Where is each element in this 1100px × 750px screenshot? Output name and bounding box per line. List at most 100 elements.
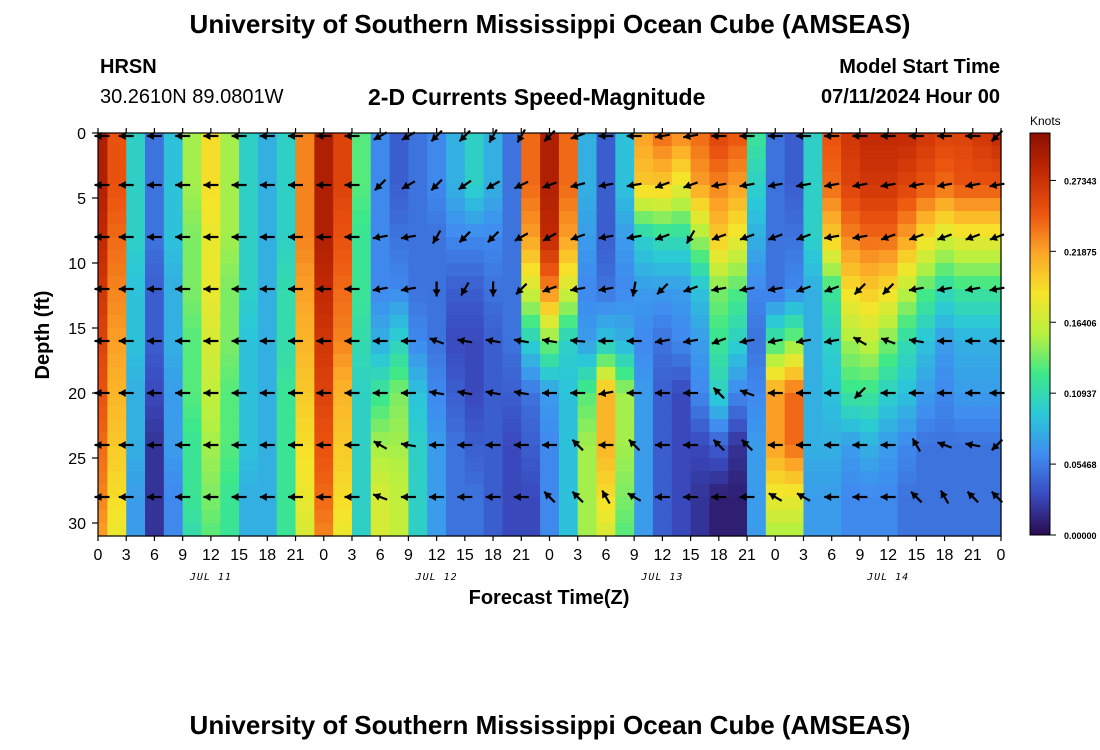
- heatmap-cell: [841, 302, 861, 316]
- heatmap-cell: [765, 393, 786, 407]
- heatmap-cell: [446, 250, 466, 264]
- heatmap-cell: [257, 341, 278, 355]
- heatmap-cell: [596, 510, 616, 524]
- heatmap-cell: [634, 419, 654, 433]
- heatmap-cell: [709, 159, 729, 173]
- current-vector: [937, 389, 953, 397]
- heatmap-cell: [201, 185, 221, 199]
- heatmap-cell: [351, 263, 372, 277]
- heatmap-cell: [784, 458, 805, 472]
- heatmap-cell: [257, 315, 278, 329]
- heatmap-cell: [596, 211, 616, 225]
- heatmap-cell: [859, 146, 880, 160]
- heatmap-cell: [314, 523, 334, 537]
- heatmap-cell: [239, 432, 259, 446]
- current-vector: [288, 441, 303, 449]
- heatmap-cell: [370, 146, 391, 160]
- heatmap-cell: [408, 497, 428, 511]
- current-vector: [908, 285, 924, 293]
- heatmap-cell: [728, 224, 748, 238]
- heatmap-cell: [953, 211, 974, 225]
- heatmap-cell: [521, 523, 541, 537]
- heatmap-cell: [257, 419, 278, 433]
- current-vector: [880, 337, 896, 345]
- heatmap-cell: [652, 263, 673, 277]
- colorbar-scale: [1029, 132, 1051, 536]
- x-tick-label: 3: [799, 547, 808, 564]
- heatmap-cell: [972, 341, 993, 355]
- heatmap-cell: [446, 276, 466, 290]
- heatmap-cell: [351, 302, 372, 316]
- heatmap-cell: [182, 159, 203, 173]
- heatmap-cell: [841, 237, 861, 251]
- heatmap-cell: [502, 354, 522, 368]
- current-vector: [601, 489, 611, 505]
- heatmap-cell: [558, 380, 579, 394]
- heatmap-cell: [558, 510, 579, 524]
- colorbar-tick-label: 0.05468: [1064, 460, 1097, 470]
- heatmap-cell: [991, 484, 1002, 498]
- heatmap-cell: [991, 237, 1002, 251]
- current-vector: [767, 337, 783, 345]
- heatmap-cell: [935, 497, 955, 511]
- heatmap-cell: [558, 406, 579, 420]
- heatmap-cell: [540, 328, 560, 342]
- heatmap-cell: [671, 419, 692, 433]
- heatmap-cell: [257, 172, 278, 186]
- heatmap-cell: [107, 406, 127, 420]
- heatmap-cell: [878, 471, 899, 485]
- current-vector: [373, 440, 388, 450]
- heatmap-cell: [333, 198, 353, 212]
- heatmap-cell: [859, 510, 880, 524]
- current-vector: [683, 132, 699, 140]
- heatmap-cell: [634, 341, 654, 355]
- heatmap-cell: [201, 510, 221, 524]
- heatmap-cell: [558, 341, 579, 355]
- x-tick-label: 0: [545, 547, 554, 564]
- heatmap-cell: [464, 445, 485, 459]
- heatmap-cell: [295, 458, 315, 472]
- heatmap-cell: [239, 445, 259, 459]
- current-vector: [598, 181, 614, 189]
- heatmap-cell: [765, 211, 786, 225]
- current-vector: [175, 441, 191, 449]
- heatmap-cell: [333, 237, 353, 251]
- heatmap-cell: [728, 471, 748, 485]
- heatmap-cell: [351, 419, 372, 433]
- heatmap-cell: [953, 185, 974, 199]
- heatmap-cell: [163, 497, 184, 511]
- current-vector: [570, 337, 586, 345]
- heatmap-cell: [803, 484, 823, 498]
- heatmap-cell: [803, 510, 823, 524]
- heatmap-cell: [596, 172, 616, 186]
- heatmap-cell: [502, 198, 522, 212]
- heatmap-cell: [351, 380, 372, 394]
- heatmap-cell: [370, 276, 391, 290]
- heatmap-cell: [803, 146, 823, 160]
- heatmap-cell: [333, 458, 353, 472]
- heatmap-cell: [596, 341, 616, 355]
- heatmap-cell: [634, 393, 654, 407]
- heatmap-cell: [540, 276, 560, 290]
- heatmap-cell: [220, 224, 240, 238]
- heatmap-cell: [953, 328, 974, 342]
- heatmap-cell: [577, 146, 598, 160]
- heatmap-cell: [935, 315, 955, 329]
- heatmap-cell: [464, 484, 485, 498]
- heatmap-cell: [107, 419, 127, 433]
- current-vector: [316, 337, 332, 345]
- heatmap-cell: [953, 315, 974, 329]
- heatmap-cell: [370, 445, 391, 459]
- heatmap-cell: [483, 159, 504, 173]
- x-tick-label: 12: [879, 547, 897, 564]
- heatmap-cell: [464, 497, 485, 511]
- heatmap-cell: [257, 484, 278, 498]
- heatmap-cell: [765, 354, 786, 368]
- heatmap-cell: [841, 380, 861, 394]
- heatmap-cell: [408, 380, 428, 394]
- current-vector: [965, 233, 981, 241]
- heatmap-cell: [634, 458, 654, 472]
- current-vector: [288, 181, 303, 189]
- heatmap-cell: [972, 380, 993, 394]
- heatmap-cell: [540, 185, 560, 199]
